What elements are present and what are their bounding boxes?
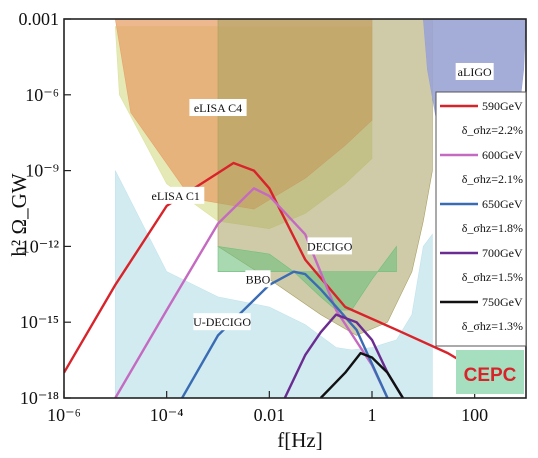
cepc-logo: CEPC — [464, 365, 517, 386]
legend-label-650gev: 650GeV — [482, 197, 523, 211]
legend-box — [435, 91, 527, 347]
region-label-decigo: DECIGO — [307, 239, 353, 253]
x-tick-label: 100 — [461, 405, 488, 425]
region-label-u-decigo: U-DECIGO — [193, 315, 251, 329]
axis-ticks: 10⁻⁶ 10⁻⁴ 0.01 1 100 0.001 10⁻⁶ 10⁻⁹ 10⁻¹² 10⁻¹⁵ 1… — [19, 9, 489, 425]
legend-annotation-700gev: δ_σhz=1.5% — [462, 270, 523, 284]
curve-600gev — [114, 187, 389, 398]
curve-700gev — [283, 313, 404, 398]
x-tick-label: 0.01 — [254, 405, 286, 425]
legend: 590GeV δ_σhz=2.2% 600GeV δ_σhz=2.1% 650GeV δ_… — [435, 91, 527, 394]
region-label-elisa-c1: eLISA C1 — [152, 189, 200, 203]
y-tick-label: 10⁻⁹ — [25, 161, 59, 181]
x-tick-label: 10⁻⁴ — [150, 405, 184, 425]
curve-590gev — [64, 161, 512, 392]
legend-annotation-600gev: δ_σhz=2.1% — [462, 172, 523, 186]
curve-750gev — [319, 351, 404, 398]
y-tick-label: 10⁻¹² — [21, 236, 59, 256]
legend-annotation-590gev: δ_σhz=2.2% — [462, 123, 523, 137]
region-labels: eLISA C4 eLISA C1 U-DECIGO DECIGO BBO aLIGO — [147, 62, 494, 331]
legend-label-590gev: 590GeV — [482, 99, 523, 113]
x-axis-label: f[Hz] — [277, 428, 322, 452]
legend-label-700gev: 700GeV — [482, 246, 523, 260]
cepc-logo-bg — [456, 350, 524, 394]
region-label-bg-elisa-c4 — [189, 99, 247, 117]
x-tick-label: 1 — [368, 405, 377, 425]
legend-annotation-750gev: δ_σhz=1.3% — [462, 319, 523, 333]
region-label-elisa-c4: eLISA C4 — [194, 101, 242, 115]
legend-label-600gev: 600GeV — [482, 148, 523, 162]
y-tick-label: 10⁻¹⁸ — [20, 388, 59, 408]
legend-annotation-650gev: δ_σhz=1.8% — [462, 221, 523, 235]
y-tick-label: 10⁻⁶ — [25, 85, 59, 105]
y-tick-label: 0.001 — [19, 9, 60, 29]
y-tick-label: 10⁻¹⁵ — [20, 312, 59, 332]
region-label-bg-decigo — [307, 237, 352, 255]
y-axis-label: h² Ω_GW — [7, 173, 31, 256]
region-label-bg-elisa-c1 — [147, 186, 205, 204]
region-label-bg-u-decigo — [193, 313, 251, 331]
region-label-bg-bbo — [245, 270, 271, 288]
region-label-bg-aligo — [455, 62, 494, 80]
legend-label-750gev: 750GeV — [482, 295, 523, 309]
x-tick-label: 10⁻⁶ — [47, 405, 81, 425]
region-u-decigo — [115, 170, 433, 398]
region-label-bbo: BBO — [246, 272, 271, 286]
region-label-aligo: aLIGO — [458, 65, 492, 79]
